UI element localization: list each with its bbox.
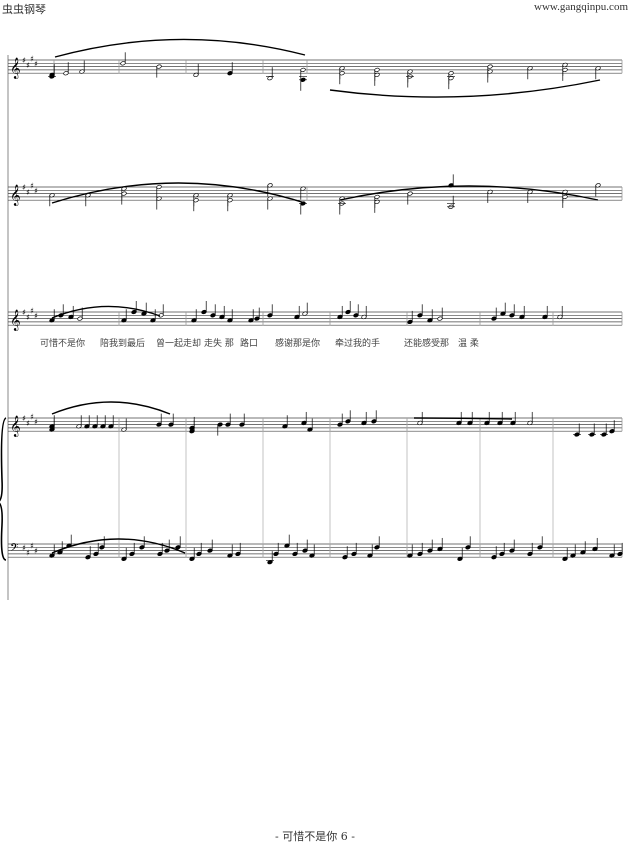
- sharp-icon: ♯: [22, 308, 26, 317]
- sharp-icon: ♯: [34, 59, 38, 68]
- sharp-icon: ♯: [34, 547, 38, 556]
- lyric-2: 陪我到最后: [100, 339, 146, 349]
- slur: [329, 79, 601, 98]
- slur: [51, 182, 306, 204]
- slur: [339, 185, 599, 201]
- page-footer: - 可惜不是你 6 -: [275, 830, 355, 843]
- lyric-6: 感谢那是你: [275, 339, 321, 349]
- treble-clef-icon: 𝄞: [10, 310, 21, 331]
- sharp-icon: ♯: [30, 412, 34, 421]
- treble-clef-icon: 𝄞: [10, 58, 21, 79]
- lyric-9: 温 柔: [458, 339, 479, 349]
- treble-clef-icon: 𝄞: [10, 416, 21, 437]
- sharp-icon: ♯: [30, 54, 34, 63]
- sharp-icon: ♯: [26, 61, 30, 70]
- lyric-8: 还能感受那: [404, 339, 450, 349]
- slur: [54, 38, 306, 58]
- site-name: 虫虫钢琴: [2, 3, 46, 16]
- lyric-7: 牵过我的手: [335, 339, 381, 349]
- sharp-icon: ♯: [26, 548, 30, 557]
- sharp-icon: ♯: [22, 183, 26, 192]
- lyric-5: 路口: [240, 339, 259, 349]
- sharp-icon: ♯: [22, 543, 26, 552]
- sharp-icon: ♯: [26, 313, 30, 322]
- slur: [51, 538, 186, 554]
- sharp-icon: ♯: [34, 311, 38, 320]
- sharp-icon: ♯: [30, 542, 34, 551]
- sharp-icon: ♯: [30, 181, 34, 190]
- slur: [51, 305, 161, 319]
- sharp-icon: ♯: [34, 417, 38, 426]
- sharp-icon: ♯: [26, 188, 30, 197]
- sharp-icon: ♯: [30, 306, 34, 315]
- sharp-icon: ♯: [34, 186, 38, 195]
- sharp-icon: ♯: [22, 414, 26, 423]
- sharp-icon: ♯: [22, 56, 26, 65]
- slur: [51, 401, 171, 415]
- sharp-icon: ♯: [26, 419, 30, 428]
- piano-brace-icon: [0, 417, 7, 561]
- site-url[interactable]: www.gangqinpu.com: [534, 1, 628, 13]
- lyric-4: 走失 那: [204, 339, 234, 349]
- slur: [413, 417, 513, 420]
- lyric-1: 可惜不是你: [40, 339, 86, 349]
- bass-clef-icon: 𝄢: [10, 542, 18, 557]
- lyric-3: 曾一起走却: [156, 339, 202, 349]
- treble-clef-icon: 𝄞: [10, 185, 21, 206]
